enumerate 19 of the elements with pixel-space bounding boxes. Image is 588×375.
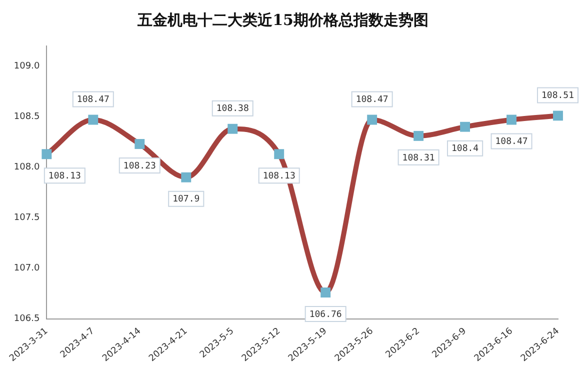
y-tick-label: 108.0 (14, 162, 40, 173)
data-label: 108.47 (495, 137, 528, 148)
y-tick-label: 106.5 (14, 314, 40, 324)
data-label: 108.38 (216, 104, 249, 114)
data-label: 108.13 (262, 171, 296, 182)
data-label: 108.13 (48, 171, 81, 182)
data-label: 106.76 (309, 310, 342, 320)
data-label: 108.47 (356, 95, 388, 106)
data-label: 107.9 (172, 194, 200, 205)
data-label: 108.51 (541, 91, 574, 102)
data-label: 108.4 (451, 144, 479, 154)
y-tick-label: 108.5 (14, 112, 40, 122)
data-label: 108.31 (402, 153, 435, 164)
y-tick-label: 107.0 (14, 264, 40, 274)
y-tick-label: 107.5 (14, 213, 40, 224)
data-label: 108.47 (76, 95, 110, 106)
chart-title: 五金机电十二大类近15期价格总指数走势图 (136, 10, 428, 29)
data-label: 108.23 (123, 161, 156, 172)
y-tick-label: 109.0 (14, 62, 40, 72)
